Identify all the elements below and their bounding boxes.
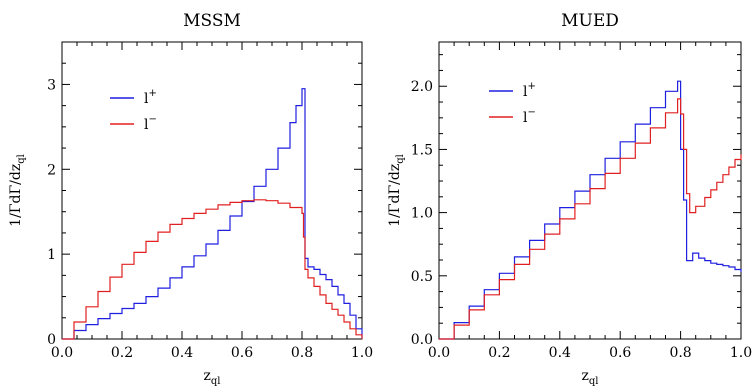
y-tick-label: 3 [47,77,56,93]
x-axis-label-subscript: ql [589,376,599,387]
y-axis-label: 1/ΓdΓ/dzql [8,154,27,227]
y-tick-label: 0.0 [411,332,433,348]
y-tick-label: 0.5 [411,269,433,285]
x-tick-label: 0.2 [488,345,510,361]
legend-label-l-minus-superscript: − [148,114,156,125]
y-tick-label: 1.5 [411,142,433,158]
x-tick-label: 0.4 [549,345,571,361]
legend-label-l-minus-superscript: − [527,107,535,118]
x-tick-label: 0.0 [428,345,450,361]
x-axis-label: zql [582,368,599,387]
x-tick-label: 0.6 [609,345,631,361]
chart-title: MUED [561,11,619,31]
x-tick-label: 0.8 [669,345,691,361]
x-tick-label: 1.0 [730,345,752,361]
y-tick-label: 1.0 [411,206,433,222]
series-line-l-minus [62,199,363,340]
series-line-l-plus [62,88,363,340]
y-axis-label-main: 1/ΓdΓ/dz [387,164,403,227]
x-tick-label: 0.4 [171,345,193,361]
y-axis-label-subscript: ql [16,154,27,164]
x-tick-label: 0.8 [291,345,313,361]
y-axis-label-main: 1/ΓdΓ/dz [8,164,24,227]
x-tick-label: 1.0 [351,345,373,361]
x-axis-label: zql [204,368,221,387]
series-line-l-minus [439,98,742,340]
legend-label-l-minus-main: l [523,110,528,126]
y-axis-label: 1/ΓdΓ/dzql [387,154,406,227]
y-tick-label: 2 [47,162,56,178]
y-axis-label-subscript: ql [395,154,406,164]
legend-label-l-plus-superscript: + [148,88,156,99]
y-tick-label: 2.0 [411,79,433,95]
legend-label-l-plus: l+ [144,88,157,107]
legend-label-l-plus-main: l [144,91,149,107]
x-tick-label: 0.6 [231,345,253,361]
legend-label-l-plus-superscript: + [527,81,535,92]
chart-title: MSSM [183,11,241,31]
x-axis-label-main: z [582,368,589,384]
x-axis-label-subscript: ql [211,376,221,387]
legend-label-l-minus-main: l [144,117,149,133]
x-tick-label: 0.2 [111,345,133,361]
legend-label-l-minus: l− [523,107,536,126]
x-axis-label-main: z [204,368,211,384]
plot-frame [61,41,363,340]
y-tick-label: 1 [47,247,56,263]
y-tick-label: 0 [47,332,56,348]
legend-label-l-plus: l+ [523,81,536,100]
x-tick-label: 0.0 [51,345,73,361]
legend-label-l-minus: l− [144,114,157,133]
legend-label-l-plus-main: l [523,84,528,100]
